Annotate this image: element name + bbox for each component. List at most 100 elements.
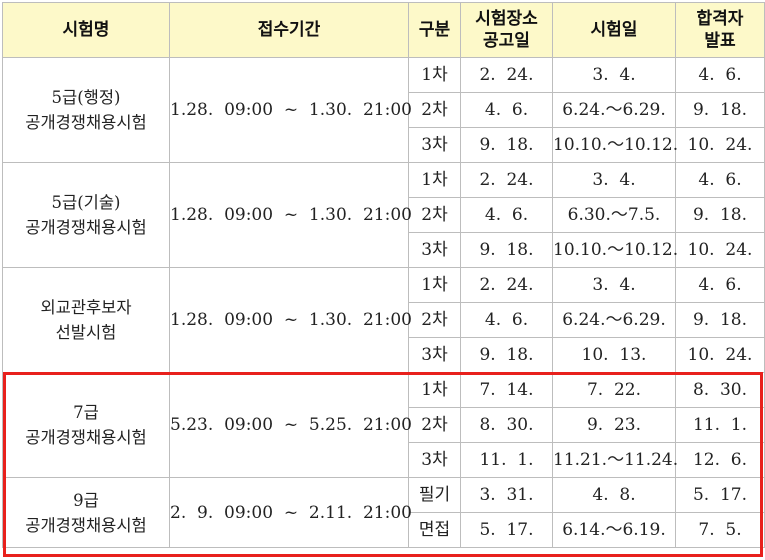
venue-notice-cell: 9. 18.	[460, 337, 553, 373]
exam-name-cell: 5급(행정) 공개경쟁채용시험	[2, 57, 170, 163]
application-period-cell: 1.28. 09:00 ~ 1.30. 21:00	[169, 57, 412, 163]
exam-date-cell: 10.10.～10.12.	[552, 127, 678, 163]
result-date-cell: 11. 1.	[675, 407, 765, 443]
exam-schedule-table: 시험명 접수기간 구분 시험장소 공고일 시험일 합격자 발표 5급(행정) 공개경쟁…	[2, 2, 765, 548]
header-venue-notice: 시험장소 공고일	[460, 2, 553, 58]
exam-date-cell: 3. 4.	[552, 267, 676, 303]
stage-cell: 2차	[408, 407, 461, 443]
header-period: 접수기간	[169, 2, 409, 58]
header-venue-line1: 시험장소	[475, 9, 538, 29]
header-row: 시험명 접수기간 구분 시험장소 공고일 시험일 합격자 발표	[2, 2, 765, 58]
stage-cell: 면접	[408, 512, 461, 548]
venue-notice-cell: 4. 6.	[460, 302, 553, 338]
result-date-cell: 9. 18.	[675, 302, 765, 338]
exam-date-cell: 6.14.～6.19.	[552, 512, 676, 548]
exam-name-line2: 공개경쟁채용시험	[25, 113, 147, 132]
table-row: 3차 9. 18. 10.10.～10.12. 10. 24.	[3, 127, 765, 163]
exam-date-cell: 9. 23.	[552, 407, 676, 443]
exam-name-line1: 7급	[73, 403, 99, 422]
exam-name-line2: 공개경쟁채용시험	[25, 515, 147, 535]
exam-date-cell: 3. 4.	[552, 162, 676, 198]
venue-notice-cell: 8. 30.	[460, 407, 553, 443]
exam-date-cell: 3. 4.	[552, 57, 676, 93]
table-row: 3차 11. 1. 11.21.～11.24. 12. 6.	[3, 442, 765, 478]
result-date-cell: 9. 18.	[675, 197, 765, 233]
stage-cell: 2차	[408, 197, 461, 233]
stage-cell: 2차	[408, 92, 461, 128]
table-body: 5급(행정) 공개경쟁채용시험 1.28. 09:00 ~ 1.30. 21:00 1…	[2, 57, 765, 548]
exam-name-line2: 공개경쟁채용시험	[25, 218, 147, 237]
exam-date-cell: 11.21.～11.24.	[552, 442, 678, 478]
application-period-cell: 1.28. 09:00 ~ 1.30. 21:00	[169, 267, 412, 373]
result-date-cell: 5. 17.	[675, 477, 765, 513]
exam-name-line2: 공개경쟁채용시험	[25, 428, 147, 447]
venue-notice-cell: 3. 31.	[460, 477, 553, 513]
table-row: 3차 9. 18. 10.10.～10.12. 10. 24.	[3, 232, 765, 268]
header-result-line2: 발표	[704, 31, 736, 51]
application-period-cell: 2. 9. 09:00 ~ 2.11. 21:00	[169, 477, 412, 548]
exam-date-cell: 6.24.～6.29.	[552, 92, 676, 128]
exam-name-line1: 5급(행정)	[51, 88, 121, 107]
exam-date-cell: 10. 13.	[552, 337, 676, 373]
exam-name-line1: 9급	[73, 490, 99, 510]
table-row: 면접 5. 17. 6.14.～6.19. 7. 5.	[3, 512, 765, 548]
venue-notice-cell: 9. 18.	[460, 232, 553, 268]
stage-cell: 1차	[408, 57, 461, 93]
result-date-cell: 8. 30.	[675, 372, 765, 408]
header-result-line1: 합격자	[696, 9, 744, 29]
venue-notice-cell: 11. 1.	[460, 442, 553, 478]
table-row: 2차 4. 6. 6.24.～6.29. 9. 18.	[3, 302, 765, 338]
venue-notice-cell: 4. 6.	[460, 197, 553, 233]
header-stage: 구분	[408, 2, 461, 58]
application-period-cell: 1.28. 09:00 ~ 1.30. 21:00	[169, 162, 412, 268]
venue-notice-cell: 2. 24.	[460, 162, 553, 198]
stage-cell: 1차	[408, 372, 461, 408]
venue-notice-cell: 9. 18.	[460, 127, 553, 163]
venue-notice-cell: 2. 24.	[460, 267, 553, 303]
venue-notice-cell: 5. 17.	[460, 512, 553, 548]
stage-cell: 3차	[408, 232, 461, 268]
result-date-cell: 7. 5.	[675, 512, 765, 548]
table-row: 7급 공개경쟁채용시험 5.23. 09:00 ~ 5.25. 21:00 1차 7. …	[2, 372, 765, 478]
result-date-cell: 4. 6.	[675, 267, 765, 303]
stage-cell: 필기	[408, 477, 461, 513]
table-row: 외교관후보자 선발시험 1.28. 09:00 ~ 1.30. 21:00 1차 2. …	[2, 267, 765, 373]
result-date-cell: 9. 18.	[675, 92, 765, 128]
table-row: 2차 4. 6. 6.30.～7.5. 9. 18.	[3, 197, 765, 233]
table-row: 9급 공개경쟁채용시험 2. 9. 09:00 ~ 2.11. 21:00 필기 3. …	[2, 477, 765, 548]
header-venue-line2: 공고일	[483, 31, 530, 51]
header-exam: 시험명	[2, 2, 170, 58]
stage-cell: 3차	[408, 337, 461, 373]
exam-date-cell: 6.24.～6.29.	[552, 302, 676, 338]
table-row: 5급(행정) 공개경쟁채용시험 1.28. 09:00 ~ 1.30. 21:00 1…	[2, 57, 765, 163]
exam-name-line1: 외교관후보자	[40, 298, 132, 317]
exam-date-cell: 4. 8.	[552, 477, 676, 513]
stage-cell: 2차	[408, 302, 461, 338]
result-date-cell: 10. 24.	[675, 232, 765, 268]
result-date-cell: 4. 6.	[675, 57, 765, 93]
stage-cell: 3차	[408, 442, 461, 478]
exam-name-cell: 5급(기술) 공개경쟁채용시험	[2, 162, 170, 268]
result-date-cell: 4. 6.	[675, 162, 765, 198]
venue-notice-cell: 7. 14.	[460, 372, 553, 408]
stage-cell: 1차	[408, 162, 461, 198]
exam-date-cell: 7. 22.	[552, 372, 676, 408]
stage-cell: 3차	[408, 127, 461, 163]
table-row: 2차 8. 30. 9. 23. 11. 1.	[3, 407, 765, 443]
header-exam-date: 시험일	[552, 2, 676, 58]
table-row: 2차 4. 6. 6.24.～6.29. 9. 18.	[3, 92, 765, 128]
header-result: 합격자 발표	[675, 2, 765, 58]
application-period-cell: 5.23. 09:00 ~ 5.25. 21:00	[169, 372, 412, 478]
result-date-cell: 10. 24.	[675, 337, 765, 373]
table-row: 5급(기술) 공개경쟁채용시험 1.28. 09:00 ~ 1.30. 21:00 1…	[2, 162, 765, 268]
venue-notice-cell: 4. 6.	[460, 92, 553, 128]
stage-cell: 1차	[408, 267, 461, 303]
exam-date-cell: 6.30.～7.5.	[552, 197, 676, 233]
exam-date-cell: 10.10.～10.12.	[552, 232, 678, 268]
exam-name-line2: 선발시험	[55, 323, 117, 342]
result-date-cell: 10. 24.	[675, 127, 765, 163]
result-date-cell: 12. 6.	[675, 442, 765, 478]
